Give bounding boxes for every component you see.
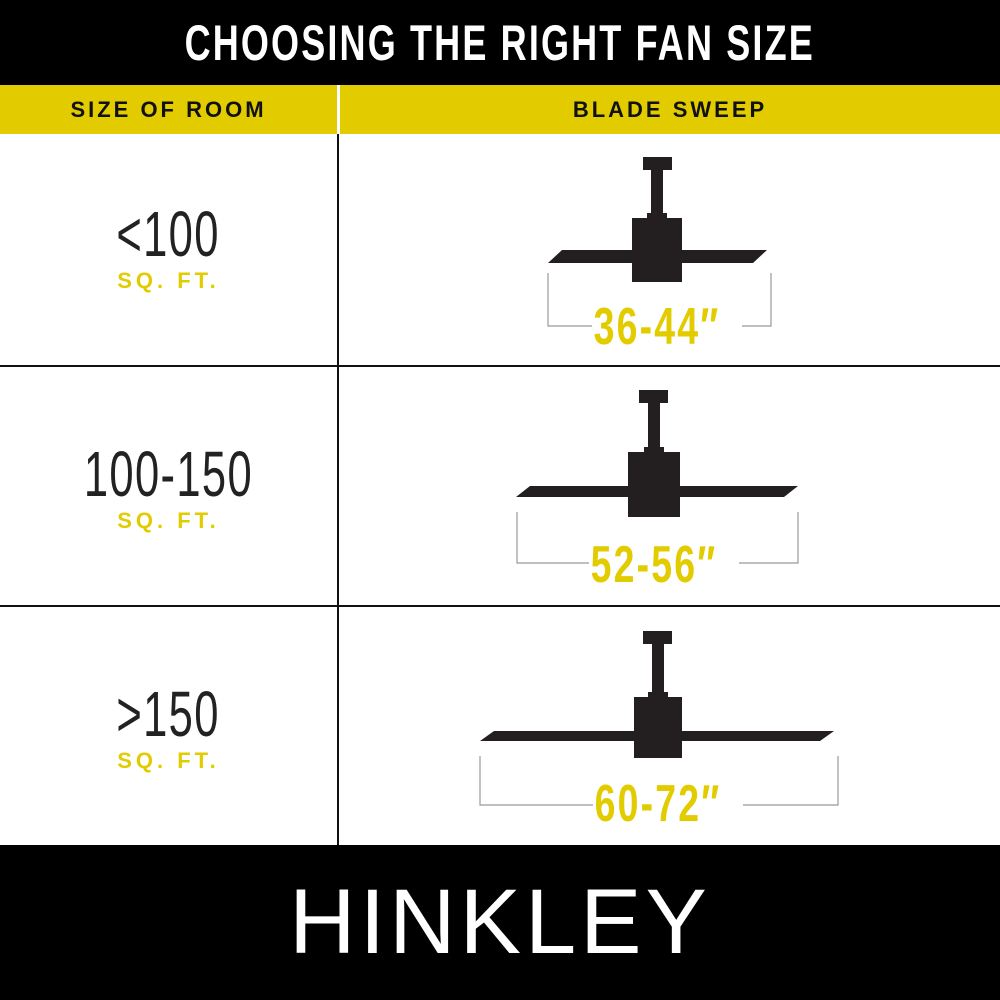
downrod xyxy=(651,170,663,218)
ceiling-mount xyxy=(639,390,668,403)
footer-bar: HINKLEY xyxy=(0,845,1000,1000)
blade-sweep-label: 52-56″ xyxy=(591,535,718,594)
motor-housing xyxy=(632,218,682,282)
fan-diagram-large: 60-72″ xyxy=(479,631,839,833)
sweep-bracket-left xyxy=(547,273,592,327)
row-divider xyxy=(0,605,1000,607)
sweep-bracket-left xyxy=(479,756,593,806)
brand-logo: HINKLEY xyxy=(289,871,711,973)
fan-diagram-medium: 52-56″ xyxy=(516,390,799,594)
title-bar: CHOOSING THE RIGHT FAN SIZE xyxy=(0,0,1000,85)
room-size-row-3: >150 SQ. FT. xyxy=(0,682,337,774)
sweep-bracket-left xyxy=(516,512,589,564)
motor-housing xyxy=(634,697,682,758)
page-title: CHOOSING THE RIGHT FAN SIZE xyxy=(184,14,816,71)
fan-diagram-small: 36-44″ xyxy=(547,157,772,356)
motor-collar xyxy=(648,692,668,698)
room-size-row-1: <100 SQ. FT. xyxy=(0,202,337,294)
room-unit: SQ. FT. xyxy=(117,508,220,533)
motor-collar xyxy=(644,447,664,453)
room-unit: SQ. FT. xyxy=(117,748,220,773)
room-size: >150 xyxy=(116,678,221,750)
blade-sweep-label: 60-72″ xyxy=(595,774,722,833)
header-sweep: BLADE SWEEP xyxy=(340,85,1000,134)
row-divider xyxy=(0,365,1000,367)
sweep-bracket-right xyxy=(739,512,799,564)
downrod xyxy=(652,644,664,697)
header-room: SIZE OF ROOM xyxy=(0,85,337,134)
sweep-bracket-right xyxy=(743,756,839,806)
room-unit: SQ. FT. xyxy=(117,268,220,293)
room-size: <100 xyxy=(116,198,221,270)
motor-collar xyxy=(647,213,667,219)
sweep-bracket-right xyxy=(742,273,772,327)
room-size-row-2: 100-150 SQ. FT. xyxy=(0,442,337,534)
ceiling-mount xyxy=(643,631,672,644)
column-divider xyxy=(337,134,339,845)
downrod xyxy=(648,403,660,452)
room-size: 100-150 xyxy=(83,438,254,510)
ceiling-mount xyxy=(643,157,672,170)
motor-housing xyxy=(628,452,680,517)
blade-sweep-label: 36-44″ xyxy=(594,297,721,356)
